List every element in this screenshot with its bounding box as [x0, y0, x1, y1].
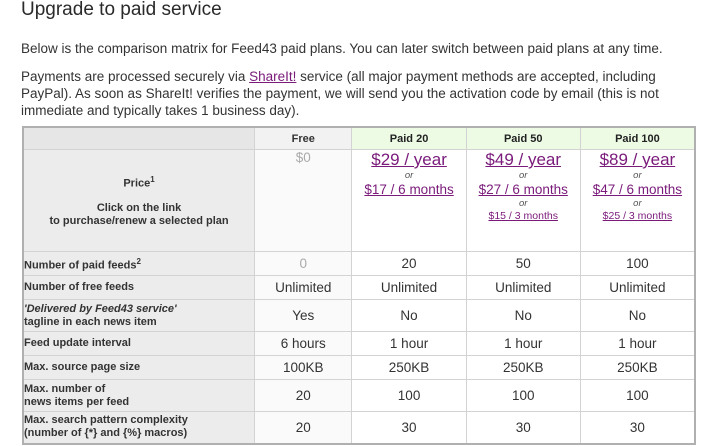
table-row: Number of paid feeds2 0 20 50 100 — [22, 251, 696, 276]
table-row: Number of free feeds Unlimited Unlimited… — [22, 275, 696, 300]
cell-paid-100: 100 — [579, 379, 696, 412]
cell-free: Yes — [254, 299, 353, 332]
price-hint-line2: to purchase/renew a selected plan — [49, 215, 229, 228]
page-title: Upgrade to paid service — [21, 0, 222, 20]
header-paid-100: Paid 100 — [579, 126, 696, 150]
tagline-quote: 'Delivered by Feed43 service' — [24, 302, 177, 315]
tagline-rest: tagline in each news item — [24, 315, 157, 328]
cell-paid-100: 1 hour — [579, 331, 696, 356]
cell-paid-100: 30 — [579, 411, 696, 444]
row-label-tagline: 'Delivered by Feed43 service' tagline in … — [22, 299, 256, 332]
table-row: Max. source page size 100KB 250KB 250KB … — [22, 355, 696, 380]
buy-paid50-year-link[interactable]: $49 / year — [485, 150, 562, 169]
cell-paid-50: 30 — [465, 411, 581, 444]
row-label-interval: Feed update interval — [22, 331, 256, 356]
table-row: Feed update interval 6 hours 1 hour 1 ho… — [22, 331, 696, 356]
row-label-page-size: Max. source page size — [22, 355, 256, 380]
buy-paid100-6months-link[interactable]: $47 / 6 months — [592, 182, 683, 197]
row-label-paid-feeds: Number of paid feeds2 — [22, 251, 256, 276]
cell-paid-50: Unlimited — [465, 275, 581, 300]
cell-free: 20 — [254, 379, 353, 412]
price-paid-100: $89 / year or $47 / 6 months or $25 / 3 … — [579, 149, 696, 252]
price-free-value: $0 — [295, 150, 311, 165]
header-row: Free Paid 20 Paid 50 Paid 100 — [22, 126, 696, 150]
cell-paid-20: Unlimited — [351, 275, 467, 300]
row-label-complexity: Max. search pattern complexity (number of… — [22, 411, 256, 444]
complexity-line2: (number of {*} and {%} macros) — [24, 427, 188, 440]
cell-paid-20: 1 hour — [351, 331, 467, 356]
table-row: 'Delivered by Feed43 service' tagline in … — [22, 299, 696, 332]
intro-text: Below is the comparison matrix for Feed4… — [21, 41, 663, 56]
buy-paid100-3months-link[interactable]: $25 / 3 months — [602, 210, 673, 222]
cell-paid-20: 30 — [351, 411, 467, 444]
cell-paid-50: 250KB — [465, 355, 581, 380]
cell-paid-50: No — [465, 299, 581, 332]
cell-paid-50: 50 — [465, 251, 581, 276]
price-row: Price1 Click on the link to purchase/ren… — [22, 149, 696, 252]
cell-free: 0 — [254, 251, 353, 276]
price-paid-50: $49 / year or $27 / 6 months or $15 / 3 … — [465, 149, 581, 252]
header-free: Free — [254, 126, 353, 150]
cell-free: Unlimited — [254, 275, 353, 300]
header-corner — [22, 126, 256, 150]
shareit-link[interactable]: ShareIt! — [249, 69, 297, 84]
table-row: Max. search pattern complexity (number of… — [22, 411, 696, 444]
cell-paid-100: 250KB — [579, 355, 696, 380]
buy-paid20-year-link[interactable]: $29 / year — [371, 150, 447, 169]
payment-text-before: Payments are processed securely via — [21, 69, 250, 84]
cell-paid-20: 20 — [351, 251, 467, 276]
or-separator: or — [518, 170, 528, 181]
or-separator: or — [633, 170, 642, 181]
or-separator: or — [518, 198, 528, 209]
cell-paid-100: 100 — [579, 251, 696, 276]
cell-paid-20: 250KB — [351, 355, 467, 380]
buy-paid20-6months-link[interactable]: $17 / 6 months — [364, 182, 454, 197]
cell-paid-20: 100 — [351, 379, 467, 412]
header-paid-20: Paid 20 — [351, 126, 467, 150]
or-separator: or — [633, 198, 642, 209]
news-items-line2: news items per feed — [24, 395, 130, 408]
cell-free: 20 — [254, 411, 353, 444]
price-paid-20: $29 / year or $17 / 6 months — [351, 149, 467, 252]
cell-paid-100: No — [579, 299, 696, 332]
price-label-main: Price — [123, 177, 151, 190]
payment-text-after: service (all major payment methods are a… — [21, 69, 659, 118]
buy-paid50-6months-link[interactable]: $27 / 6 months — [478, 182, 568, 197]
row-label-text: Number of paid feeds — [24, 259, 137, 272]
cell-paid-100: Unlimited — [579, 275, 696, 300]
complexity-line1: Max. search pattern complexity — [24, 414, 188, 427]
price-footnote-marker: 1 — [150, 174, 155, 184]
table-row: Max. number of news items per feed 20 100… — [22, 379, 696, 412]
news-items-line1: Max. number of — [24, 382, 106, 395]
cell-paid-50: 100 — [465, 379, 581, 412]
buy-paid100-year-link[interactable]: $89 / year — [599, 150, 676, 169]
cell-paid-50: 1 hour — [465, 331, 581, 356]
price-free: $0 — [254, 149, 353, 252]
row-label-news-items: Max. number of news items per feed — [22, 379, 256, 412]
cell-paid-20: No — [351, 299, 467, 332]
row-label-free-feeds: Number of free feeds — [22, 275, 256, 300]
or-separator: or — [404, 170, 414, 181]
footnote-marker: 2 — [136, 256, 141, 266]
comparison-matrix: Free Paid 20 Paid 50 Paid 100 Price1 Cli… — [22, 126, 696, 445]
header-paid-50: Paid 50 — [465, 126, 581, 150]
price-hint-line1: Click on the link — [96, 202, 182, 215]
payment-text: Payments are processed securely via Shar… — [21, 68, 701, 119]
price-label: Price1 Click on the link to purchase/ren… — [22, 149, 256, 252]
cell-free: 6 hours — [254, 331, 353, 356]
buy-paid50-3months-link[interactable]: $15 / 3 months — [488, 210, 558, 222]
cell-free: 100KB — [254, 355, 353, 380]
